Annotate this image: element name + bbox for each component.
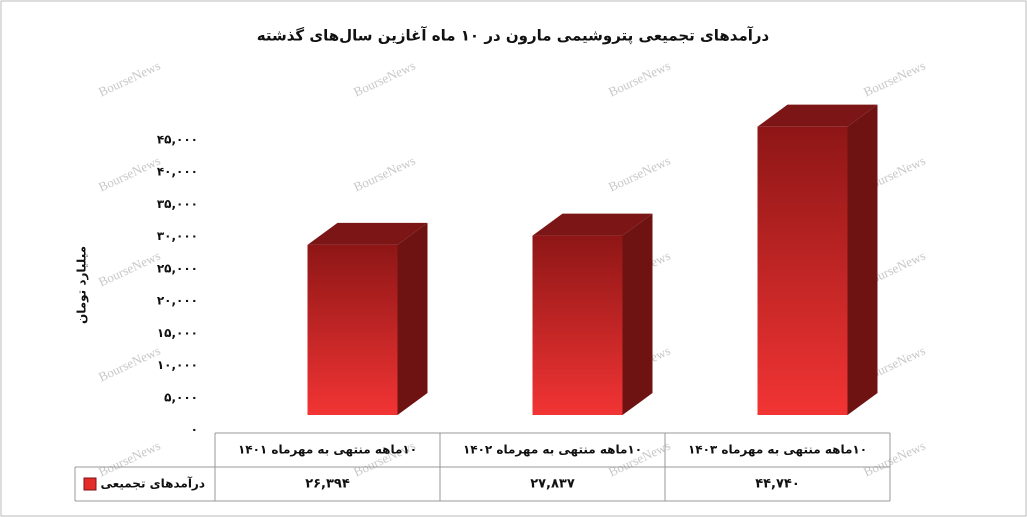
chart-title: درآمدهای تجمیعی پتروشیمی مارون در ۱۰ ماه… — [257, 27, 770, 46]
legend-label: درآمدهای تجمیعی — [100, 476, 205, 491]
y-tick-label: ۴۰,۰۰۰ — [157, 165, 198, 179]
y-tick-label: ۴۵,۰۰۰ — [157, 133, 198, 147]
bar-side — [397, 222, 428, 415]
x-tick-label: ۱۰ماهه منتهی به مهرماه ۱۴۰۲ — [463, 443, 642, 457]
bar-top — [307, 222, 428, 245]
bar — [532, 235, 623, 415]
y-tick-label: ۰ — [191, 423, 198, 437]
bar-side — [847, 104, 878, 416]
value-label: ۴۴,۷۴۰ — [755, 477, 800, 492]
bar-top — [757, 104, 878, 127]
bar — [307, 244, 398, 415]
bar-top — [532, 213, 653, 236]
y-tick-label: ۱۰,۰۰۰ — [157, 358, 198, 372]
legend-swatch — [83, 477, 97, 491]
bar-side — [622, 213, 653, 415]
value-label: ۲۶,۳۹۴ — [305, 477, 350, 492]
x-tick-label: ۱۰ماهه منتهی به مهرماه ۱۴۰۳ — [688, 443, 867, 457]
x-tick-label: ۱۰ماهه منتهی به مهرماه ۱۴۰۱ — [238, 443, 417, 457]
y-tick-label: ۳۵,۰۰۰ — [157, 197, 198, 211]
y-tick-label: ۵,۰۰۰ — [164, 390, 198, 404]
y-axis-label: میلیارد تومان — [75, 246, 90, 324]
bar — [757, 126, 848, 416]
y-tick-label: ۱۵,۰۰۰ — [157, 326, 198, 340]
value-label: ۲۷,۸۳۷ — [530, 477, 575, 492]
y-tick-label: ۳۰,۰۰۰ — [157, 229, 198, 243]
y-tick-label: ۲۰,۰۰۰ — [157, 294, 198, 308]
y-tick-label: ۲۵,۰۰۰ — [157, 261, 198, 275]
